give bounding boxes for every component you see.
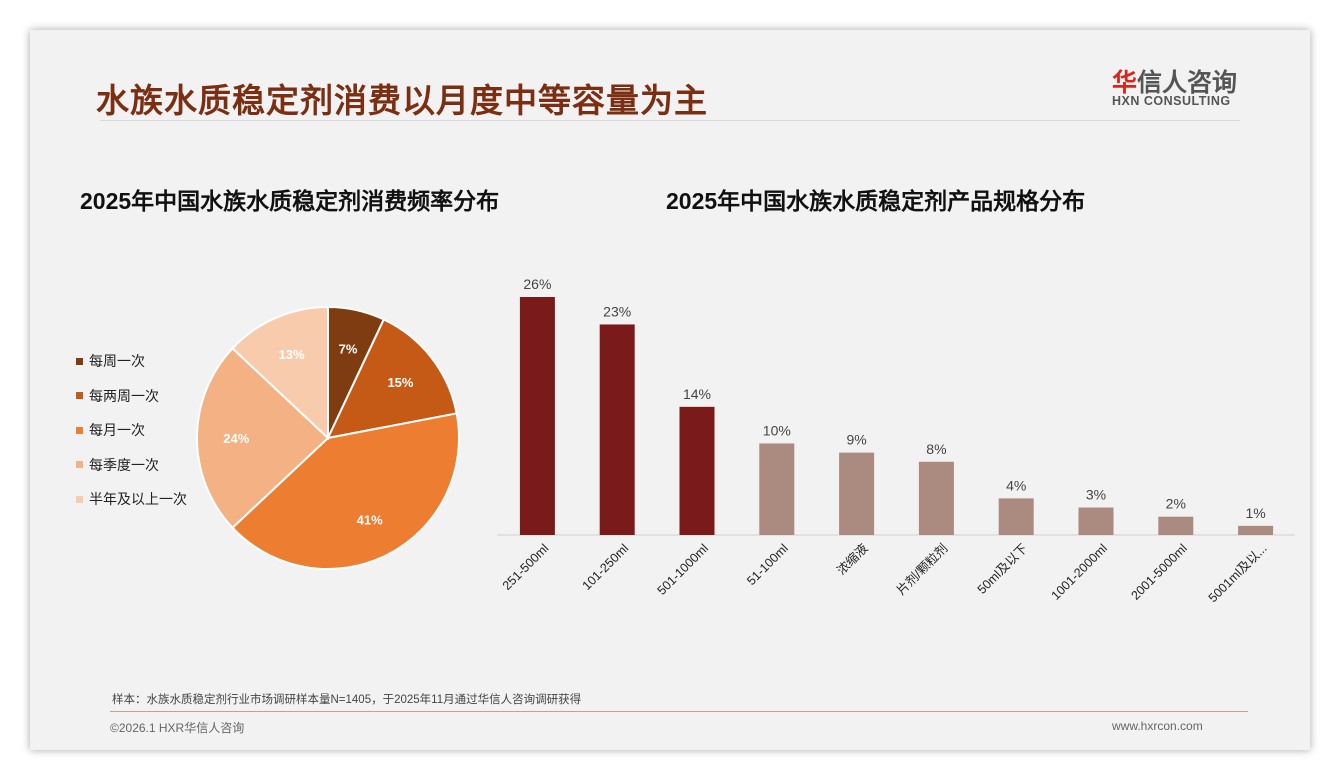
x-tick-label: 5001ml及以... bbox=[1206, 541, 1270, 605]
bar-data-label: 14% bbox=[683, 386, 711, 402]
footer-divider bbox=[110, 711, 1248, 712]
bar-data-label: 1% bbox=[1245, 505, 1265, 521]
bar-data-label: 26% bbox=[523, 276, 551, 292]
pie-data-label: 15% bbox=[387, 375, 413, 390]
legend-item: 每周一次 bbox=[76, 344, 187, 379]
bar-data-label: 8% bbox=[926, 441, 946, 457]
bar-data-label: 23% bbox=[603, 303, 631, 319]
bar bbox=[1158, 516, 1194, 535]
legend-label: 每季度一次 bbox=[89, 456, 159, 473]
page-title: 水族水质稳定剂消费以月度中等容量为主 bbox=[96, 82, 708, 119]
bar-data-label: 9% bbox=[846, 432, 866, 448]
logo-accent: 华 bbox=[1112, 69, 1138, 97]
pie-chart-title: 2025年中国水族水质稳定剂消费频率分布 bbox=[80, 188, 500, 214]
x-tick-label: 片剂/颗粒剂 bbox=[893, 541, 950, 598]
bar bbox=[1078, 507, 1114, 535]
logo-subtext: HXN CONSULTING bbox=[1112, 94, 1231, 108]
sample-note: 样本：水族水质稳定剂行业市场调研样本量N=1405，于2025年11月通过华信人… bbox=[112, 694, 582, 706]
x-tick-label: 1001-2000ml bbox=[1049, 541, 1110, 602]
bar bbox=[519, 297, 555, 535]
bar bbox=[759, 443, 795, 535]
bar-data-label: 3% bbox=[1086, 487, 1106, 503]
pie-slice bbox=[231, 305, 329, 441]
x-tick-label: 50ml及以下 bbox=[975, 541, 1031, 597]
legend-swatch bbox=[76, 461, 83, 469]
charts-canvas: 7% 15% 41% 24% 13% 26% 251-500ml 23% 101-250ml 14… bbox=[196, 276, 1295, 605]
legend-swatch bbox=[76, 495, 83, 503]
bar-chart-title: 2025年中国水族水质稳定剂产品规格分布 bbox=[666, 188, 1086, 214]
x-tick-label: 浓缩液 bbox=[834, 540, 871, 577]
legend-label: 每两周一次 bbox=[89, 387, 159, 404]
pie-data-label: 7% bbox=[339, 342, 358, 357]
pie-legend: 每周一次每两周一次每月一次每季度一次半年及以上一次 bbox=[76, 344, 187, 517]
x-tick-label: 101-250ml bbox=[580, 541, 632, 593]
legend-label: 半年及以上一次 bbox=[89, 491, 187, 508]
x-tick-label: 251-500ml bbox=[500, 541, 552, 593]
bar-data-label: 4% bbox=[1006, 477, 1026, 493]
bar-data-label: 2% bbox=[1166, 496, 1186, 512]
pie-slice bbox=[196, 346, 330, 530]
website-url: www.hxrcon.com bbox=[1112, 719, 1203, 733]
pie-slice bbox=[326, 318, 458, 440]
bar bbox=[679, 406, 715, 535]
x-tick-label: 2001-5000ml bbox=[1128, 541, 1189, 602]
bar bbox=[839, 452, 875, 535]
legend-label: 每月一次 bbox=[89, 422, 145, 439]
logo-rest: 信人咨询 bbox=[1137, 69, 1238, 97]
legend-item: 每两周一次 bbox=[76, 379, 187, 414]
slide: 水族水质稳定剂消费以月度中等容量为主 华信人咨询 HXN CONSULTING … bbox=[30, 30, 1310, 750]
logo-text: 华信人咨询 bbox=[1112, 63, 1237, 99]
bar-data-label: 10% bbox=[763, 422, 791, 438]
pie-slice bbox=[231, 412, 460, 570]
pie-data-label: 41% bbox=[357, 513, 383, 528]
legend-swatch bbox=[76, 426, 83, 434]
pie-data-label: 13% bbox=[279, 347, 305, 362]
copyright: ©2026.1 HXR华信人咨询 bbox=[110, 721, 245, 735]
legend-swatch bbox=[76, 357, 83, 365]
legend-item: 半年及以上一次 bbox=[76, 482, 187, 517]
legend-item: 每月一次 bbox=[76, 413, 187, 448]
bar bbox=[599, 324, 635, 535]
legend-swatch bbox=[76, 392, 83, 400]
legend-item: 每季度一次 bbox=[76, 448, 187, 483]
bar bbox=[918, 461, 954, 535]
bar bbox=[998, 498, 1034, 535]
bar bbox=[1238, 525, 1274, 535]
x-tick-label: 501-1000ml bbox=[655, 541, 712, 598]
legend-label: 每周一次 bbox=[89, 353, 145, 370]
x-tick-label: 51-100ml bbox=[744, 541, 791, 588]
pie-data-label: 24% bbox=[223, 431, 249, 446]
title-divider bbox=[100, 120, 1240, 121]
